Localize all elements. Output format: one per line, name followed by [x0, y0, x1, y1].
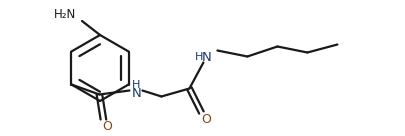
- Text: H: H: [132, 81, 140, 90]
- Text: H: H: [195, 52, 203, 63]
- Text: O: O: [201, 113, 211, 126]
- Text: H₂N: H₂N: [54, 8, 76, 21]
- Text: O: O: [102, 120, 112, 133]
- Text: N: N: [201, 51, 211, 64]
- Text: N: N: [131, 87, 141, 100]
